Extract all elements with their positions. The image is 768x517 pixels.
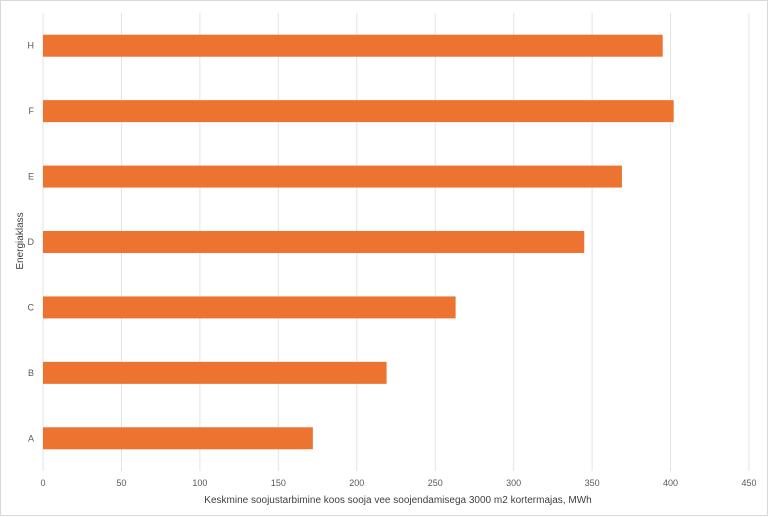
- x-tick-label-2: 100: [192, 478, 207, 488]
- x-tick-label-1: 50: [116, 478, 126, 488]
- y-tick-label-C: C: [28, 302, 35, 312]
- x-tick-label-6: 300: [506, 478, 521, 488]
- y-axis-label: Energiaklass: [15, 212, 26, 269]
- x-axis-label: Keskmine soojustarbimine koos sooja vee …: [204, 495, 591, 506]
- x-tick-label-4: 200: [349, 478, 364, 488]
- y-tick-label-H: H: [28, 41, 35, 51]
- x-tick-label-3: 150: [271, 478, 286, 488]
- bars: [43, 34, 674, 450]
- y-tick-label-F: F: [29, 106, 35, 116]
- bar-C: [43, 296, 456, 319]
- x-tick-label-7: 350: [585, 478, 600, 488]
- y-tick-labels: A B C D E F H: [28, 41, 35, 444]
- x-tick-label-0: 0: [40, 478, 45, 488]
- bar-A: [43, 427, 313, 450]
- y-tick-label-D: D: [28, 237, 35, 247]
- y-tick-label-A: A: [28, 433, 34, 443]
- y-tick-label-E: E: [28, 172, 34, 182]
- x-tick-label-5: 250: [428, 478, 443, 488]
- bar-B: [43, 361, 387, 384]
- x-tick-labels: 0 50 100 150 200 250 300 350 400 450: [40, 478, 756, 488]
- x-tick-label-8: 400: [663, 478, 678, 488]
- bar-E: [43, 165, 622, 188]
- bar-F: [43, 100, 674, 123]
- x-tick-label-9: 450: [741, 478, 756, 488]
- y-tick-label-B: B: [28, 368, 34, 378]
- bar-D: [43, 231, 585, 253]
- bar-H: [43, 34, 663, 57]
